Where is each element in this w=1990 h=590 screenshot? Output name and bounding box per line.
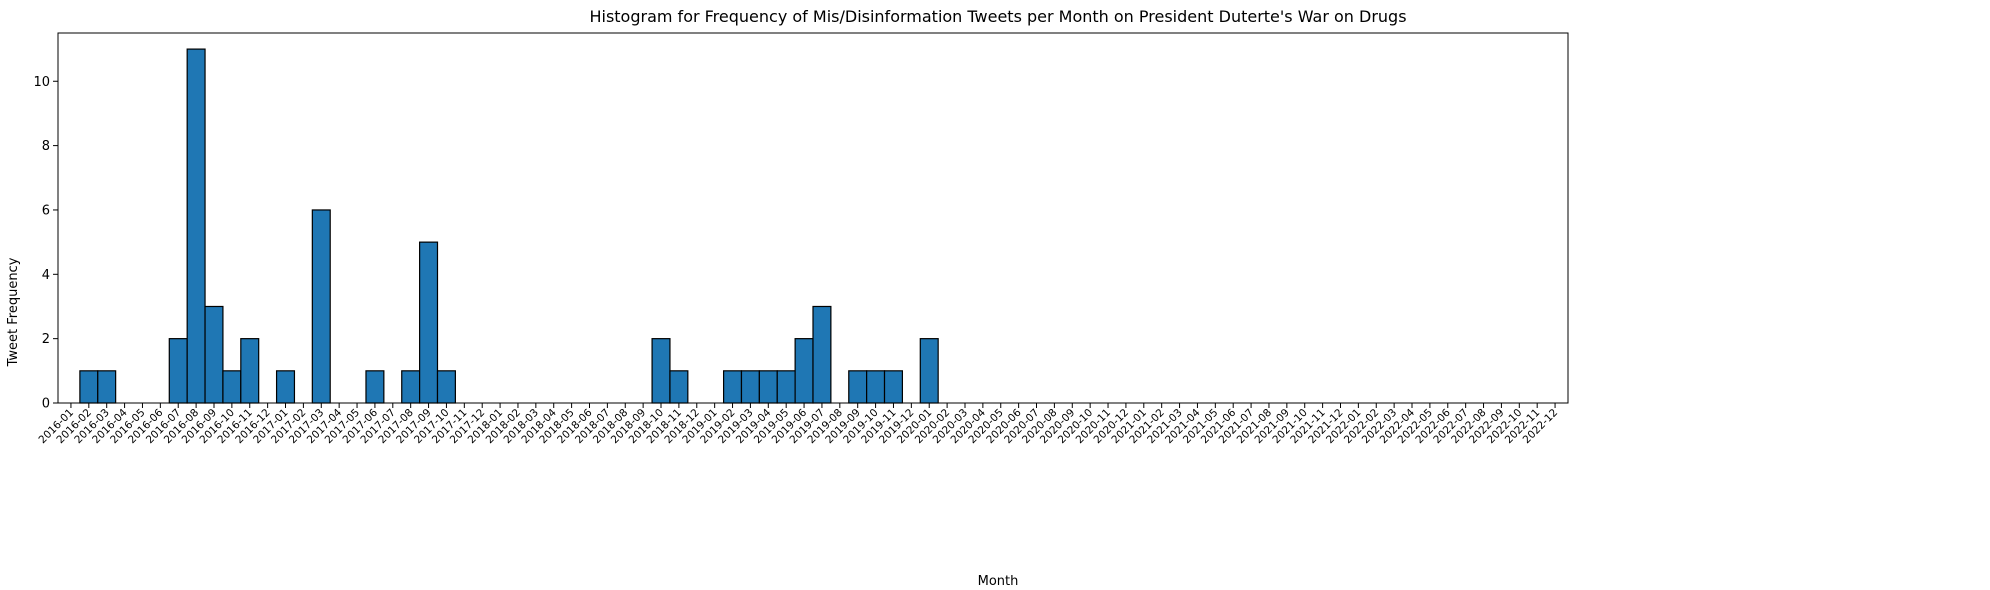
bar-2016-08 <box>186 48 206 404</box>
bar-2019-04 <box>758 370 778 404</box>
y-tick-label: 8 <box>42 139 50 154</box>
bar-2019-03 <box>740 370 760 404</box>
bar-2019-06 <box>794 338 814 404</box>
bar-2018-11 <box>669 370 689 404</box>
bar-2016-11 <box>240 338 260 404</box>
bar-2019-02 <box>722 370 743 404</box>
bar-2016-07 <box>168 338 188 404</box>
y-axis-label: Tweet Frequency <box>6 257 21 367</box>
bar-2016-09 <box>204 305 224 404</box>
bar-2019-05 <box>776 370 796 404</box>
y-tick-label: 2 <box>42 332 50 347</box>
bar-2020-01 <box>919 338 939 404</box>
y-tick-label: 0 <box>42 397 50 412</box>
x-ticks-group: 2016-012016-022016-032016-042016-052016-… <box>37 403 1560 446</box>
y-tick-label: 4 <box>42 268 50 283</box>
bar-2017-08 <box>401 370 421 404</box>
bar-2019-11 <box>883 370 904 404</box>
bar-2016-10 <box>222 370 242 404</box>
bar-2019-07 <box>812 305 832 404</box>
bar-2019-10 <box>866 370 886 404</box>
chart-title: Histogram for Frequency of Mis/Disinform… <box>589 7 1406 26</box>
bar-2017-06 <box>365 370 385 404</box>
bar-2016-03 <box>97 370 117 404</box>
y-tick-label: 10 <box>33 75 50 90</box>
bars-group <box>79 48 939 404</box>
y-ticks-group: 0 2 4 6 8 10 <box>33 75 58 412</box>
bar-2016-02 <box>79 370 99 404</box>
axes-group <box>57 32 1569 404</box>
bar-2017-01 <box>275 370 296 404</box>
x-axis-label: Month <box>978 574 1019 589</box>
bar-2017-09 <box>419 241 439 404</box>
bar-2017-10 <box>436 370 456 404</box>
bar-2017-03 <box>311 209 331 404</box>
y-tick-label: 6 <box>42 203 50 218</box>
plot-frame <box>57 32 1569 404</box>
bar-2019-09 <box>848 370 868 404</box>
bar-2018-10 <box>651 338 671 404</box>
